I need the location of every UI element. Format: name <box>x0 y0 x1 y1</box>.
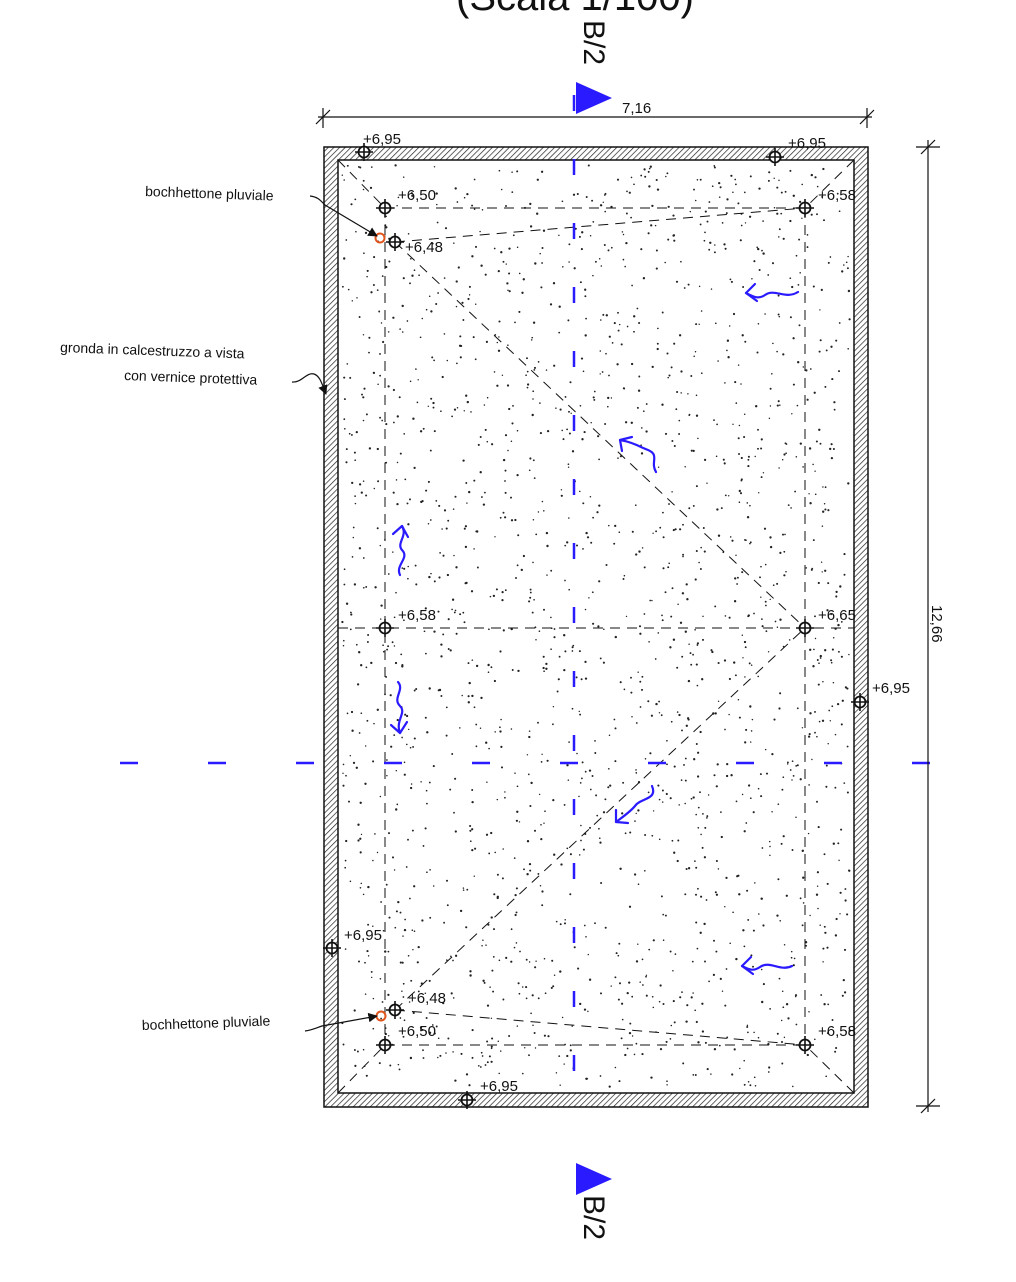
section-marker-top: B/2 <box>576 20 612 114</box>
slope-lines <box>337 159 855 1094</box>
level-marker-icon <box>851 693 869 711</box>
drawing-title: (Scala 1/100) <box>456 0 694 19</box>
elev-right-edge: +6,95 <box>872 680 910 697</box>
section-arrow-top-icon <box>576 82 612 114</box>
dimension-height <box>916 139 940 1114</box>
section-label-top: B/2 <box>577 20 610 65</box>
slope-arrow-icon <box>618 435 658 474</box>
annotation-drain-top: bochhettone pluviale <box>145 183 378 237</box>
slope-arrows <box>389 282 800 976</box>
elev-tl-edge: +6,95 <box>363 131 401 148</box>
level-marker-icon <box>386 233 404 251</box>
section-marker-bottom: B/2 <box>576 1163 612 1240</box>
level-marker-icon <box>386 1001 404 1019</box>
level-marker-icon <box>796 619 814 637</box>
slope-arrow-icon <box>740 955 794 976</box>
annotation-gutter-line1: gronda in calcestruzzo a vista <box>60 339 245 361</box>
level-marker-icon <box>376 199 394 217</box>
annotation-drain-bottom: bochhettone pluviale <box>142 1013 378 1033</box>
annotation-drain-top-text: bochhettone pluviale <box>145 183 274 203</box>
elev-br-inner: +6,58 <box>818 1023 856 1040</box>
slope-arrow-icon <box>391 524 410 577</box>
level-marker-icon <box>376 1036 394 1054</box>
elev-tl-inner: +6,50 <box>398 187 436 204</box>
level-marker-icon <box>796 199 814 217</box>
gravel-stipple <box>341 164 851 1088</box>
level-marker-icon <box>766 148 784 166</box>
elev-mid-right: +6,65 <box>818 607 856 624</box>
elev-bl-drain: +6,48 <box>408 990 446 1007</box>
slope-arrow-icon <box>614 784 655 825</box>
slope-arrow-icon <box>389 680 409 735</box>
level-marker-icon <box>796 1036 814 1054</box>
elev-tl-drain: +6,48 <box>405 239 443 256</box>
level-marker-icon <box>355 143 373 161</box>
level-markers <box>323 143 869 1109</box>
slope-arrow-icon <box>744 282 800 303</box>
dimension-height-value: 12,66 <box>928 605 945 643</box>
elev-tr-edge: +6,95 <box>788 135 826 152</box>
elev-left-edge-low: +6,95 <box>344 927 382 944</box>
level-marker-icon <box>323 939 341 957</box>
level-marker-icon <box>376 619 394 637</box>
elev-tr-inner: +6,58 <box>818 187 856 204</box>
drain-outlet-top-icon <box>374 232 386 244</box>
level-marker-icon <box>458 1091 476 1109</box>
elev-mid-left: +6,58 <box>398 607 436 624</box>
dimension-width-value: 7,16 <box>622 100 651 117</box>
roof-slab <box>330 152 860 1101</box>
dimension-width <box>315 108 875 128</box>
section-label-bottom: B/2 <box>577 1195 610 1240</box>
annotation-drain-bottom-text: bochhettone pluviale <box>142 1013 271 1033</box>
elevation-labels: +6,95 +6,95 +6,50 +6,48 +6,58 +6,58 +6,6… <box>344 131 910 1095</box>
annotation-gutter-line2: con vernice protettiva <box>124 367 258 388</box>
annotation-gutter: gronda in calcestruzzo a vista con verni… <box>60 339 328 395</box>
section-arrow-bottom-icon <box>576 1163 612 1195</box>
elev-bottom-edge: +6,95 <box>480 1078 518 1095</box>
elev-bl-inner: +6,50 <box>398 1023 436 1040</box>
